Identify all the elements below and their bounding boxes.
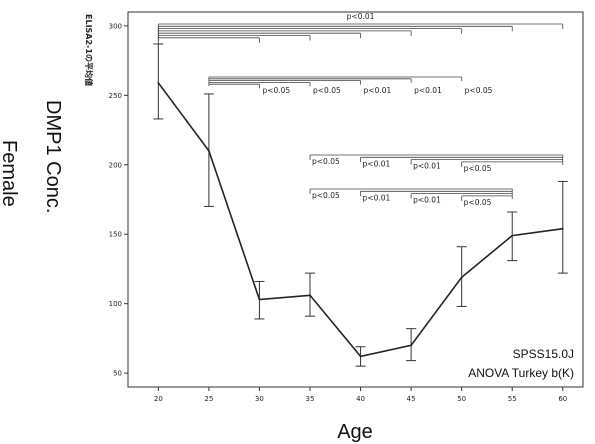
series-line (157, 82, 563, 358)
sig-label: p<0.01 (363, 159, 391, 168)
x-tick-label: 60 (558, 395, 567, 403)
y-tick-label: 250 (109, 92, 122, 100)
sig-label: p<0.01 (364, 86, 392, 95)
y-tick-label: 100 (109, 300, 122, 308)
x-tick-label: 45 (407, 395, 416, 403)
sig-label: p<0.05 (262, 86, 290, 95)
x-tick-label: 30 (255, 395, 264, 403)
sig-label: p<0.05 (465, 86, 493, 95)
error-bars (153, 43, 568, 367)
axes: 50 100 150 200 250 300 20 25 30 35 40 45 50 55 60 (109, 22, 568, 403)
y-axis-label-line2: Female (0, 140, 20, 207)
sig-label: p<0.05 (312, 157, 340, 166)
method-note-line1: SPSS15.0J (513, 347, 574, 361)
y-axis-label-line1: DMP1 Conc. (42, 100, 64, 213)
sig-label: p<0.01 (363, 193, 391, 202)
sig-label: p<0.01 (414, 86, 442, 95)
x-tick-label: 35 (306, 395, 315, 403)
significance-brackets: p<0.01 p<0.05 p<0.05 p<0.01 p<0.01 p<0.05 p<0.… (157, 12, 564, 207)
inner-y-axis-label: ELISA2-1の平均値 (84, 14, 94, 86)
y-tick-label: 50 (113, 370, 122, 378)
method-note-line2: ANOVA Turkey b(K) (468, 366, 574, 380)
y-tick-label: 200 (109, 161, 122, 169)
sig-label: p<0.05 (312, 191, 340, 200)
sig-label: p<0.01 (413, 162, 441, 171)
sig-label: p<0.05 (464, 198, 492, 207)
x-tick-label: 25 (204, 395, 213, 403)
x-tick-label: 50 (457, 395, 466, 403)
sig-label: p<0.01 (413, 196, 441, 205)
x-tick-label: 55 (508, 395, 517, 403)
x-tick-label: 20 (154, 395, 163, 403)
y-tick-label: 300 (109, 22, 122, 30)
sig-label: p<0.05 (464, 164, 492, 173)
plot-frame (127, 11, 584, 388)
x-tick-label: 40 (356, 395, 365, 403)
sig-label: p<0.05 (313, 86, 341, 95)
x-axis-label: Age (337, 421, 373, 443)
sig-label: p<0.01 (347, 12, 375, 21)
y-tick-label: 150 (109, 231, 122, 239)
